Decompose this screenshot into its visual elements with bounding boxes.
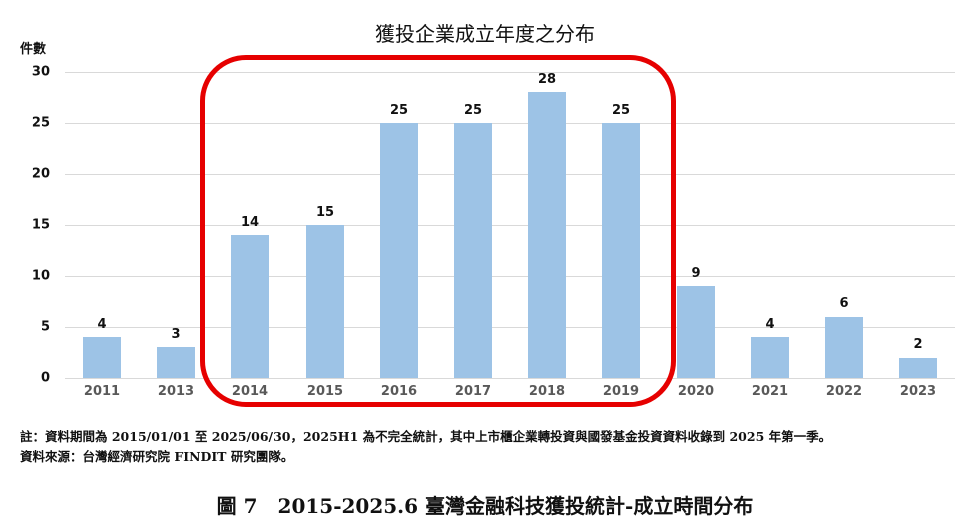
bar-2017 bbox=[454, 123, 492, 378]
bar-value-label: 15 bbox=[315, 205, 335, 220]
bar-2013 bbox=[157, 347, 195, 378]
bar-2023 bbox=[899, 357, 937, 378]
y-tick: 30 bbox=[31, 64, 50, 80]
bar-2015 bbox=[306, 225, 344, 378]
bar-value-label: 4 bbox=[765, 317, 775, 332]
gridline-20 bbox=[65, 174, 955, 175]
bar-value-label: 4 bbox=[97, 317, 107, 332]
x-tick: 2011 bbox=[83, 384, 121, 399]
bar-2016 bbox=[380, 123, 418, 378]
y-axis-unit-label: 件數 bbox=[20, 42, 47, 57]
x-tick: 2016 bbox=[380, 384, 418, 399]
bar-value-label: 14 bbox=[240, 215, 260, 230]
bar-2018 bbox=[528, 92, 566, 378]
footnote: 註：資料期間為 2015/01/01 至 2025/06/30，2025H1 為… bbox=[20, 429, 832, 444]
x-tick: 2021 bbox=[751, 384, 789, 399]
bar-2022 bbox=[825, 316, 863, 378]
bar-2011 bbox=[83, 337, 121, 378]
gridline-5 bbox=[65, 327, 955, 328]
y-tick: 0 bbox=[40, 370, 50, 386]
bar-value-label: 28 bbox=[537, 72, 557, 87]
gridline-30 bbox=[65, 72, 955, 73]
x-tick: 2020 bbox=[677, 384, 715, 399]
gridline-25 bbox=[65, 123, 955, 124]
x-tick: 2013 bbox=[157, 384, 195, 399]
x-tick: 2017 bbox=[454, 384, 492, 399]
x-tick: 2015 bbox=[306, 384, 344, 399]
bar-value-label: 9 bbox=[691, 266, 701, 281]
y-tick: 10 bbox=[31, 268, 50, 284]
gridline-10 bbox=[65, 276, 955, 277]
bar-2019 bbox=[602, 123, 640, 378]
bar-value-label: 25 bbox=[463, 103, 483, 118]
y-tick: 20 bbox=[31, 166, 50, 182]
y-tick: 15 bbox=[31, 217, 50, 233]
y-tick: 5 bbox=[40, 319, 50, 335]
bar-value-label: 25 bbox=[611, 103, 631, 118]
bar-value-label: 2 bbox=[913, 337, 923, 352]
x-tick: 2019 bbox=[602, 384, 640, 399]
x-tick: 2018 bbox=[528, 384, 566, 399]
bar-2020 bbox=[677, 286, 715, 378]
gridline-15 bbox=[65, 225, 955, 226]
source-note: 資料來源：台灣經濟研究院 FINDIT 研究團隊。 bbox=[20, 449, 294, 464]
x-tick: 2022 bbox=[825, 384, 863, 399]
bar-value-label: 3 bbox=[171, 327, 181, 342]
gridline-0 bbox=[65, 378, 955, 379]
bar-value-label: 25 bbox=[389, 103, 409, 118]
chart-title: 獲投企業成立年度之分布 bbox=[375, 22, 595, 46]
bar-value-label: 6 bbox=[839, 296, 849, 311]
bar-2014 bbox=[231, 235, 269, 378]
x-tick: 2023 bbox=[899, 384, 937, 399]
plot-area: 30 25 20 15 10 5 0 4 3 14 15 25 25 28 25… bbox=[32, 65, 955, 399]
x-tick: 2014 bbox=[231, 384, 269, 399]
y-tick: 25 bbox=[31, 115, 50, 131]
figure-caption: 圖 7 2015-2025.6 臺灣金融科技獲投統計-成立時間分布 bbox=[216, 494, 754, 518]
bar-2021 bbox=[751, 337, 789, 378]
